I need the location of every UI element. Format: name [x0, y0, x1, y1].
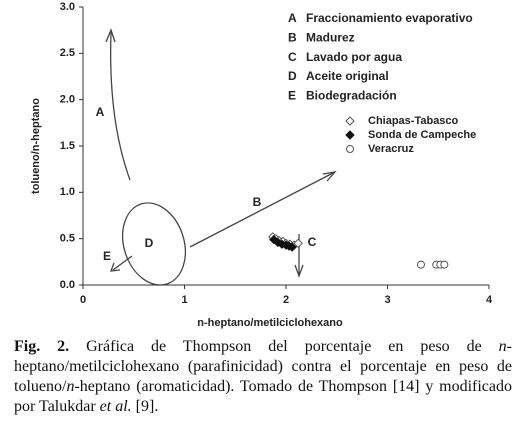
arrow-e: [112, 255, 133, 271]
annotations: [105, 28, 337, 286]
ellipse-d: [122, 202, 186, 286]
x-tick-label: 1: [181, 294, 187, 306]
annotation-letter: A: [96, 105, 105, 119]
y-tick-label: 3.0: [60, 1, 75, 13]
x-tick-label: 4: [486, 294, 493, 306]
legend-label: Sonda de Campeche: [368, 129, 476, 141]
caption-text: [9].: [131, 398, 159, 415]
legend-label: Veracruz: [368, 143, 414, 155]
arrow-b: [189, 172, 334, 248]
annotation-letter: B: [253, 195, 262, 209]
point: [440, 260, 449, 269]
arrow-head: [294, 264, 304, 278]
x-axis-label: n-heptano/metilciclohexano: [197, 317, 343, 329]
arrow-a: [110, 31, 131, 181]
y-tick-label: 0.5: [60, 233, 75, 245]
chart: n-heptano/metilciclohexano tolueno/n-hep…: [30, 1, 493, 329]
key-letter: C: [288, 50, 297, 64]
legend-marker: [346, 145, 354, 153]
annotation-letter: C: [308, 235, 317, 249]
annotation-letter: E: [103, 249, 111, 263]
caption-text: n: [66, 378, 75, 395]
arrow-head: [105, 28, 116, 43]
caption-text: et al.: [99, 398, 132, 415]
x-tick-label: 2: [283, 294, 289, 306]
caption-label: Fig. 2.: [14, 338, 70, 355]
key-label: Lavado por agua: [306, 50, 402, 64]
point: [287, 242, 297, 252]
caption-text: -heptano (aromaticidad). Tomado de Thomp…: [14, 378, 512, 415]
arrow-head: [110, 262, 121, 272]
x-tick-label: 3: [384, 294, 390, 306]
point: [416, 260, 425, 269]
caption-text: -heptano/metilciclohexano (parafinicidad…: [14, 338, 512, 395]
key-letter: A: [288, 11, 297, 25]
key-label: Fraccionamiento evaporativo: [306, 11, 473, 25]
y-tick-label: 2.0: [60, 94, 75, 106]
key-label: Aceite original: [306, 69, 389, 83]
caption-text: Gráfica de Thompson del porcentaje en pe…: [69, 338, 499, 355]
y-tick-label: 2.5: [60, 47, 75, 59]
caption: Fig. 2. Gráfica de Thompson del porcenta…: [14, 337, 512, 417]
key-letter: E: [288, 88, 296, 102]
arrow-head: [322, 171, 337, 182]
key-label: Biodegradación: [306, 88, 397, 102]
y-axis-label: tolueno/n-heptano: [30, 98, 42, 194]
annotation-letter: D: [145, 236, 154, 250]
legend-marker: [345, 116, 355, 126]
key-letter: D: [288, 69, 297, 83]
caption-text: n: [498, 338, 507, 355]
legend-label: Chiapas-Tabasco: [368, 115, 459, 127]
x-tick-label: 0: [80, 294, 86, 306]
y-tick-label: 0.0: [60, 279, 75, 291]
legend-marker: [345, 130, 355, 140]
y-tick-label: 1.0: [60, 186, 75, 198]
point: [293, 238, 303, 249]
y-tick-label: 1.5: [60, 140, 75, 152]
key-label: Madurez: [306, 30, 355, 44]
key-letter: B: [288, 30, 297, 44]
